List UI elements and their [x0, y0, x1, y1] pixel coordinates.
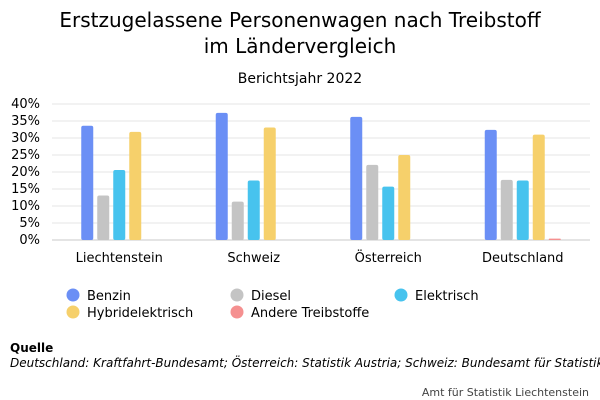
x-axis-categories: Liechtenstein Schweiz Österreich Deutschlan…	[76, 249, 564, 266]
bar-elektrisch-2[interactable]	[382, 186, 395, 240]
y-tick-label: 5%	[19, 216, 40, 231]
chart-title-line-2: im Ländervergleich	[204, 34, 397, 58]
legend-label: Diesel	[251, 289, 291, 304]
source-text: Deutschland: Kraftfahrt-Bundesamt; Öster…	[10, 354, 600, 370]
legend[interactable]: Benzin Diesel Elektrisch Hybridelektrisch An…	[66, 288, 479, 322]
legend-label: Elektrisch	[415, 289, 479, 304]
credit: Amt für Statistik Liechtenstein	[422, 386, 589, 399]
x-category-label: Österreich	[355, 249, 422, 266]
bar-diesel-1[interactable]	[231, 201, 244, 240]
legend-swatch	[66, 305, 80, 319]
bar-diesel-0[interactable]	[97, 195, 110, 240]
bar-benzin-2[interactable]	[350, 116, 363, 240]
bars	[81, 112, 561, 241]
bar-hybridelektrisch-3[interactable]	[532, 134, 545, 240]
chart-title-line-1: Erstzugelassene Personenwagen nach Treib…	[59, 8, 542, 32]
bar-diesel-3[interactable]	[500, 179, 513, 240]
y-tick-label: 25%	[11, 148, 40, 163]
legend-swatch	[394, 288, 408, 302]
y-tick-label: 10%	[11, 199, 40, 214]
bar-elektrisch-0[interactable]	[113, 169, 126, 240]
legend-item-diesel[interactable]: Diesel	[230, 288, 292, 305]
bar-elektrisch-1[interactable]	[247, 180, 260, 241]
y-tick-label: 40%	[11, 97, 40, 112]
x-category-label: Liechtenstein	[76, 251, 163, 266]
bar-diesel-2[interactable]	[366, 164, 379, 240]
legend-item-hybridelektrisch[interactable]: Hybridelektrisch	[66, 305, 194, 322]
bar-benzin-3[interactable]	[484, 129, 497, 240]
legend-label: Hybridelektrisch	[87, 306, 193, 321]
legend-swatch	[66, 288, 80, 302]
bar-benzin-0[interactable]	[81, 125, 94, 240]
y-tick-label: 20%	[11, 165, 40, 180]
legend-item-andere-treibstoffe[interactable]: Andere Treibstoffe	[230, 305, 370, 322]
bar-hybridelektrisch-1[interactable]	[263, 127, 276, 240]
y-tick-label: 35%	[11, 114, 40, 129]
x-category-label: Schweiz	[227, 251, 280, 266]
y-tick-label: 0%	[19, 233, 40, 248]
bar-elektrisch-3[interactable]	[516, 180, 529, 241]
bar-andere-treibstoffe-3[interactable]	[548, 238, 561, 240]
gridlines	[52, 103, 590, 241]
bar-hybridelektrisch-2[interactable]	[398, 155, 411, 240]
y-axis-ticks: 0% 5% 10% 15% 20% 25% 30% 35% 40%	[11, 97, 40, 248]
bar-hybridelektrisch-0[interactable]	[129, 131, 142, 240]
y-tick-label: 30%	[11, 131, 40, 146]
legend-item-elektrisch[interactable]: Elektrisch	[394, 288, 479, 305]
legend-swatch	[230, 288, 244, 302]
chart-subtitle: Berichtsjahr 2022	[238, 71, 362, 87]
legend-item-benzin[interactable]: Benzin	[66, 288, 131, 305]
y-tick-label: 15%	[11, 182, 40, 197]
legend-label: Andere Treibstoffe	[251, 306, 369, 321]
legend-label: Benzin	[87, 289, 131, 304]
x-category-label: Deutschland	[482, 251, 564, 266]
bar-benzin-1[interactable]	[215, 112, 228, 240]
legend-swatch	[230, 305, 244, 319]
source-heading: Quelle	[10, 341, 53, 355]
